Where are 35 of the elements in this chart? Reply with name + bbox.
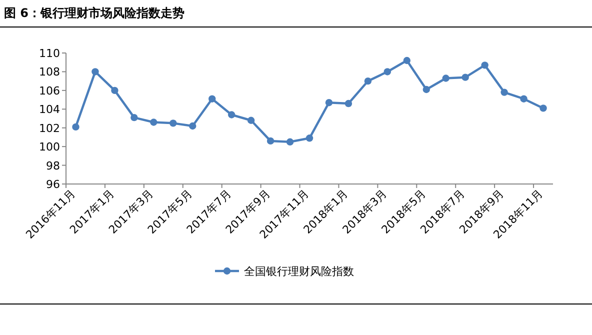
point <box>228 111 236 118</box>
chart-title: 图 6：银行理财市场风险指数走势 <box>4 6 185 20</box>
point <box>384 68 392 76</box>
y-tick-label: 106 <box>39 84 60 98</box>
point <box>344 100 352 108</box>
point <box>520 95 528 102</box>
point <box>481 62 488 69</box>
point <box>170 120 177 127</box>
point <box>266 137 274 145</box>
point <box>111 86 118 94</box>
point <box>72 123 80 131</box>
point <box>92 68 99 76</box>
point <box>247 116 255 124</box>
point <box>286 138 294 146</box>
point <box>422 86 430 94</box>
point <box>442 74 450 82</box>
point <box>325 98 333 106</box>
y-tick-label: 104 <box>39 103 60 116</box>
y-tick-label: 100 <box>39 140 60 154</box>
y-tick-label: 110 <box>39 47 60 60</box>
point <box>364 77 372 85</box>
point <box>306 134 314 142</box>
y-tick-label: 98 <box>46 159 60 172</box>
point <box>403 56 410 64</box>
legend-label: 全国银行理财风险指数 <box>244 265 354 278</box>
y-tick-label: 96 <box>46 178 60 191</box>
point <box>150 118 158 126</box>
point <box>130 114 138 122</box>
point <box>462 74 469 81</box>
point <box>189 122 196 130</box>
y-tick-label: 108 <box>39 66 60 79</box>
point <box>500 88 508 96</box>
point <box>540 104 547 112</box>
y-tick-label: 102 <box>39 122 60 135</box>
point <box>208 95 216 102</box>
